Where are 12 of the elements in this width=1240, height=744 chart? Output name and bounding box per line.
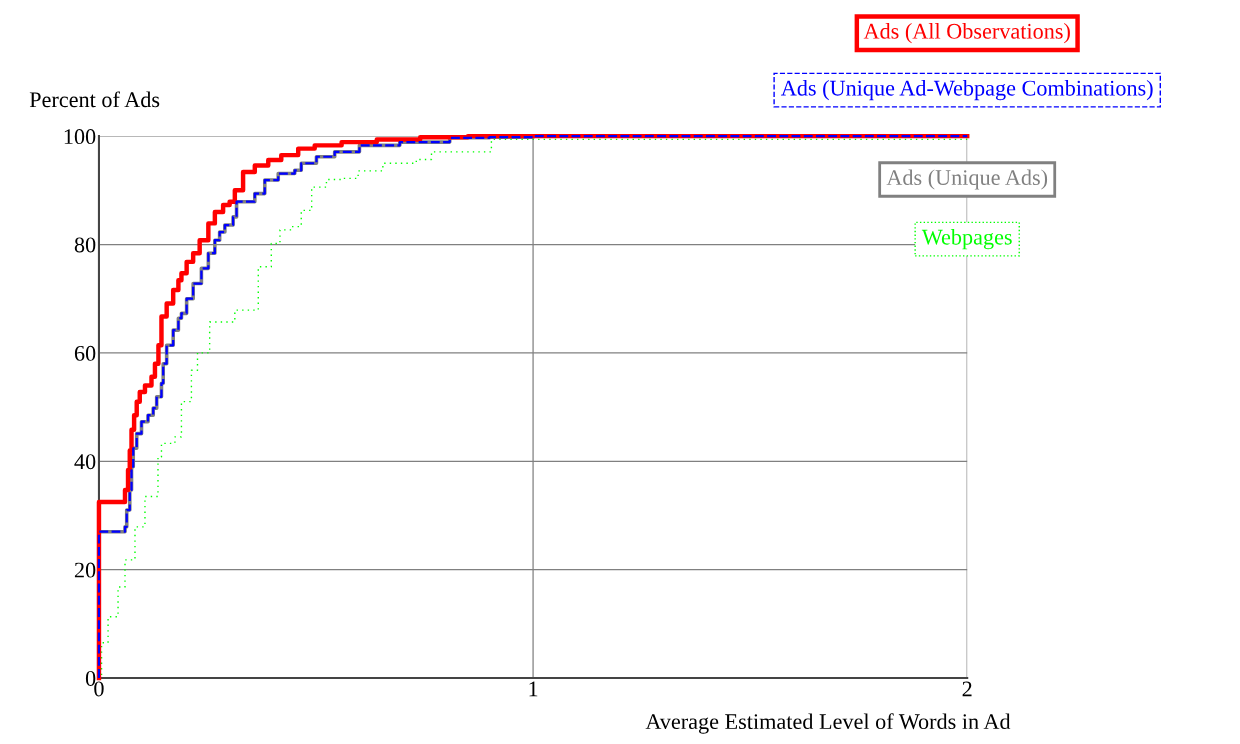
x-tick-label: 2 [962, 681, 972, 697]
text: Ads (All Observations) [863, 23, 1070, 44]
y-tick-label: 40 [74, 454, 96, 470]
x-axis-title: Average Estimated Level of Words in Ad [645, 713, 1011, 734]
y-tick-label: 0 [85, 670, 96, 686]
y-tick-label: 60 [74, 345, 96, 361]
y-tick-label: 20 [74, 562, 96, 578]
y-tick-label: 100 [64, 129, 96, 145]
x-tick-label: 1 [529, 681, 538, 697]
series-label: Ads (Unique Ad-Webpage Combinations) [780, 79, 1153, 101]
y-axis-title: Percent of Ads [29, 91, 160, 108]
y-tick-label: 80 [74, 237, 96, 253]
